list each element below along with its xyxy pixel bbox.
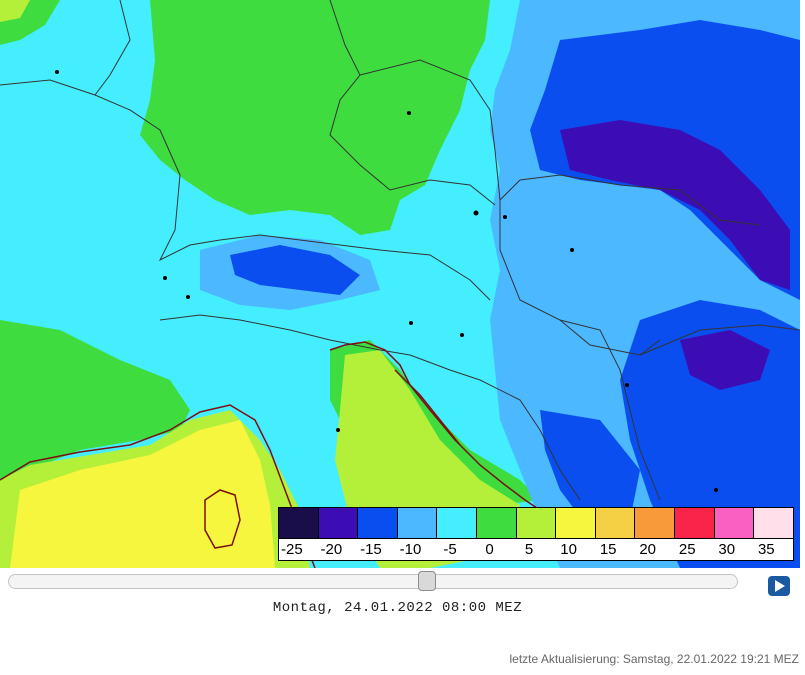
legend-swatch (437, 508, 478, 538)
violet-area-carpathians (560, 120, 790, 290)
legend-swatch (675, 508, 715, 538)
last-update-label: letzte Aktualisierung: Samstag, 22.01.20… (509, 652, 799, 666)
legend-swatches (279, 508, 793, 539)
green-area-north (140, 0, 490, 235)
time-slider-handle[interactable] (417, 571, 436, 591)
blue-area-alps (230, 245, 360, 295)
country-borders (0, 0, 800, 501)
time-slider-track[interactable] (8, 574, 738, 589)
legend-swatch (516, 508, 557, 538)
violet-area-balkans (680, 330, 770, 390)
legend-label: 20 (639, 541, 657, 558)
legend-label: -10 (399, 541, 422, 558)
legend-swatch (358, 508, 398, 538)
play-button[interactable] (768, 576, 790, 596)
legend-swatch (556, 508, 596, 538)
legend-swatch (714, 508, 755, 538)
legend-labels: -25 -20 -15 -10 -5 0 5 10 15 20 25 30 35 (279, 539, 793, 560)
legend-label: 35 (757, 541, 775, 558)
legend-swatch (635, 508, 676, 538)
weather-map: -25 -20 -15 -10 -5 0 5 10 15 20 25 30 35 (0, 0, 800, 568)
legend-label: -25 (281, 541, 303, 558)
legend-swatch (397, 508, 438, 538)
legend-label: -15 (360, 541, 382, 558)
temperature-legend: -25 -20 -15 -10 -5 0 5 10 15 20 25 30 35 (278, 507, 794, 561)
yellow-area-mediterranean (10, 420, 275, 568)
legend-label: 30 (718, 541, 736, 558)
legend-label: 15 (599, 541, 617, 558)
current-time-label: Montag, 24.01.2022 08:00 MEZ (272, 600, 523, 616)
legend-label: 10 (560, 541, 577, 558)
temperature-field (0, 0, 800, 568)
legend-swatch (318, 508, 359, 538)
legend-label: 5 (524, 541, 534, 558)
legend-swatch (595, 508, 636, 538)
legend-label: 25 (678, 541, 696, 558)
legend-swatch (754, 508, 793, 538)
yellowgreen-area-northwest (0, 0, 30, 22)
legend-label: -5 (443, 541, 457, 558)
legend-label: 0 (485, 541, 494, 558)
coastline (0, 341, 541, 568)
city-markers (55, 70, 718, 492)
legend-swatch (279, 508, 319, 538)
legend-swatch (477, 508, 517, 538)
blue-area-southeast (540, 410, 640, 530)
green-area-west (0, 320, 190, 480)
legend-label: -20 (320, 541, 343, 558)
play-icon (775, 580, 785, 592)
